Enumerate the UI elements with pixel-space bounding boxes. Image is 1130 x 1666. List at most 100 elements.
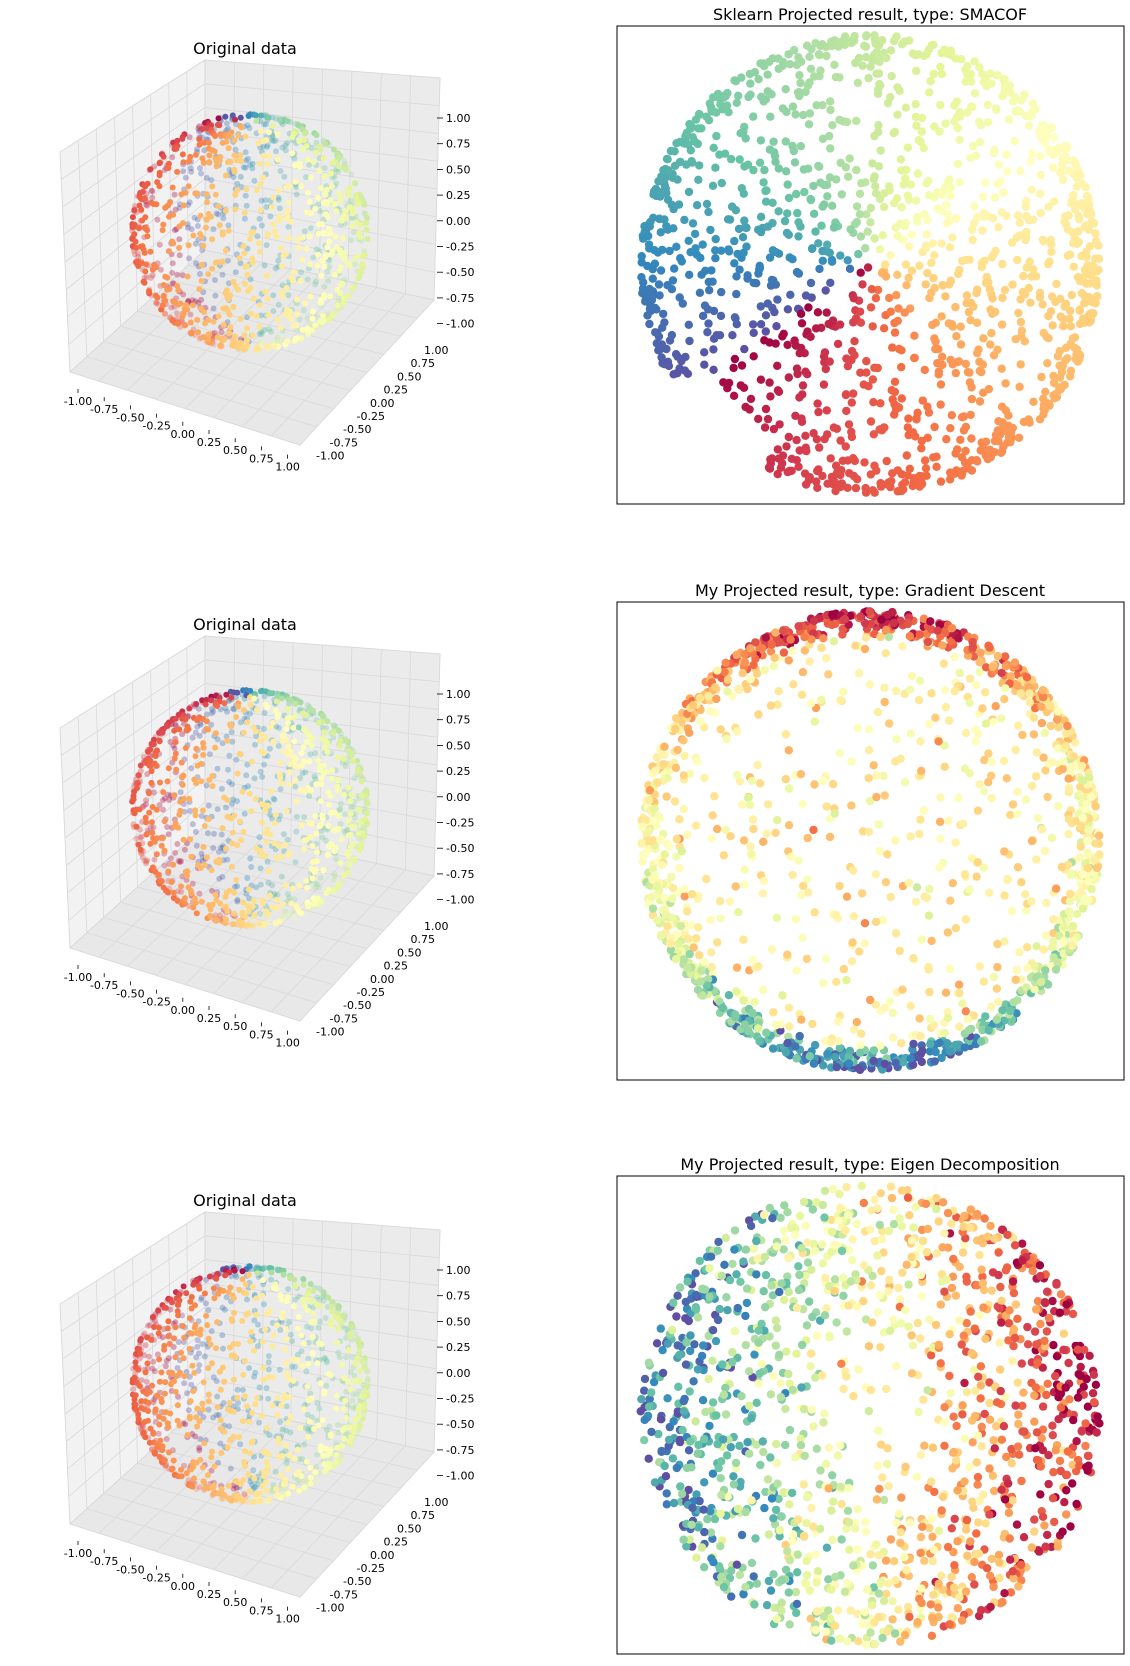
data-point — [1066, 339, 1075, 348]
data-point — [1042, 898, 1051, 907]
data-point — [644, 240, 654, 249]
data-point — [927, 41, 936, 50]
data-point — [796, 222, 805, 231]
data-point — [975, 397, 985, 406]
y-tick-label: 0.50 — [397, 370, 422, 383]
data-point — [263, 272, 270, 279]
data-point — [776, 463, 786, 472]
data-point — [1076, 887, 1085, 897]
data-point — [856, 268, 865, 277]
data-point — [723, 88, 732, 98]
data-point — [805, 52, 814, 61]
data-point — [716, 914, 725, 923]
data-point — [991, 104, 1001, 113]
data-point — [783, 305, 793, 314]
data-point — [923, 268, 932, 278]
data-point — [746, 79, 755, 88]
data-point — [1013, 255, 1022, 265]
data-point — [1085, 318, 1094, 327]
data-point — [327, 170, 334, 177]
data-point — [208, 177, 215, 183]
data-point — [260, 152, 267, 159]
data-point — [909, 954, 918, 963]
data-point — [1072, 345, 1082, 354]
data-point — [657, 353, 666, 362]
data-point — [292, 777, 299, 784]
data-point — [659, 175, 668, 184]
data-point — [942, 1039, 952, 1048]
data-point — [884, 478, 893, 487]
data-point — [860, 458, 869, 467]
data-point — [165, 868, 172, 875]
data-point — [260, 174, 267, 181]
data-point — [992, 71, 1001, 80]
data-point — [680, 751, 689, 761]
data-point — [803, 370, 812, 379]
data-point — [672, 834, 682, 844]
z-tick-label: -0.25 — [446, 817, 474, 830]
data-point — [876, 482, 886, 491]
data-point — [1013, 211, 1023, 220]
data-point — [1047, 247, 1056, 256]
data-point — [796, 309, 806, 318]
data-point — [985, 445, 995, 455]
data-point — [308, 866, 315, 872]
data-point — [185, 242, 192, 249]
data-point — [904, 414, 913, 423]
data-point — [935, 817, 945, 826]
data-point — [754, 75, 763, 84]
data-point — [711, 234, 720, 244]
projection-panel: My Projected result, type: Gradient Desc… — [616, 581, 1125, 1081]
data-point — [653, 916, 662, 925]
data-point — [256, 323, 263, 330]
data-point — [828, 779, 838, 789]
data-point — [255, 240, 262, 247]
x-tick-label: -0.50 — [116, 411, 144, 424]
data-point — [1072, 909, 1082, 919]
data-point — [284, 215, 291, 222]
data-point — [1067, 290, 1077, 300]
data-point — [212, 191, 219, 198]
data-point — [189, 297, 196, 304]
data-point — [318, 296, 325, 303]
data-point — [234, 180, 241, 187]
data-point — [945, 175, 954, 184]
data-point — [345, 832, 352, 839]
data-point — [962, 298, 971, 308]
data-point — [870, 234, 879, 243]
data-point — [953, 269, 963, 279]
data-point — [840, 38, 849, 47]
z-tick-label: -0.25 — [446, 241, 474, 254]
y-tick-label: 0.75 — [411, 357, 436, 370]
data-point — [735, 155, 744, 164]
data-point — [310, 159, 317, 165]
data-point — [795, 446, 804, 455]
data-point — [843, 256, 852, 265]
data-point — [266, 326, 273, 333]
data-point — [280, 901, 287, 908]
data-point — [813, 483, 822, 492]
data-point — [146, 809, 153, 816]
data-point — [864, 74, 873, 83]
data-point — [706, 915, 715, 925]
data-point — [174, 271, 181, 278]
data-point — [205, 726, 212, 733]
data-point — [948, 322, 957, 331]
data-point — [788, 870, 797, 880]
data-point — [813, 308, 823, 317]
data-point — [252, 795, 259, 802]
data-point — [1019, 417, 1029, 427]
data-point — [961, 915, 970, 924]
data-point — [969, 141, 978, 151]
data-point — [817, 643, 826, 653]
data-point — [257, 207, 264, 214]
data-point — [257, 128, 264, 135]
data-point — [1067, 197, 1076, 206]
data-point — [210, 226, 217, 233]
data-point — [291, 269, 298, 276]
data-point — [715, 897, 725, 906]
data-point — [894, 304, 903, 313]
data-point — [893, 270, 902, 279]
data-point — [849, 912, 859, 921]
